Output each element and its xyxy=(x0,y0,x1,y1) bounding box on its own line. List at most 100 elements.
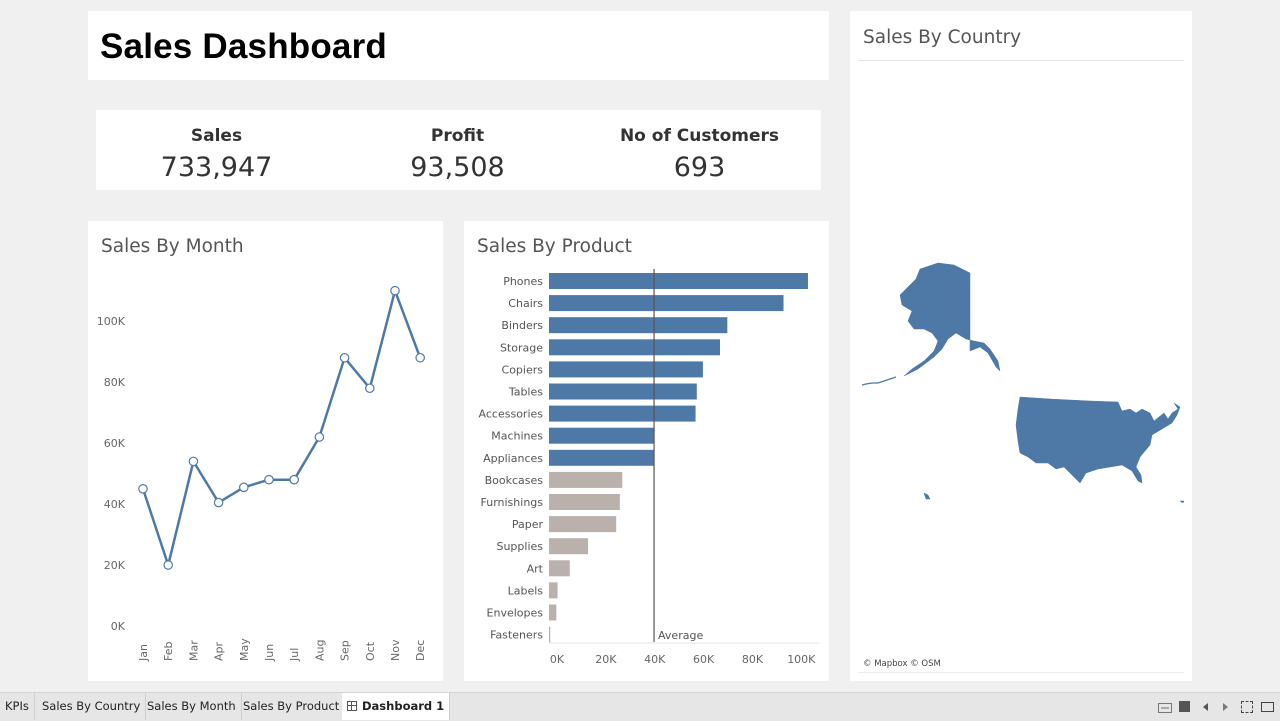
sheet-tab-bar: KPIs Sales By Country Sales By Month Sal… xyxy=(0,692,1280,721)
kpi-label: No of Customers xyxy=(619,126,780,146)
data-point[interactable] xyxy=(390,285,400,296)
data-point[interactable] xyxy=(364,383,375,394)
category-label: Art xyxy=(527,562,544,575)
tab-label: Dashboard 1 xyxy=(362,699,445,713)
bar[interactable] xyxy=(549,427,655,444)
x-tick-label: 60K xyxy=(693,653,715,666)
category-label: Furnishings xyxy=(481,496,544,509)
x-tick-label: May xyxy=(238,638,251,661)
data-point[interactable] xyxy=(188,456,199,467)
category-label: Copiers xyxy=(502,363,544,376)
bar[interactable] xyxy=(549,604,557,621)
category-label: Phones xyxy=(503,275,543,288)
x-tick-label: 0K xyxy=(550,653,565,666)
tab-kpis[interactable]: KPIs xyxy=(0,693,35,720)
country-map[interactable] xyxy=(850,11,1192,681)
tab-sales-by-month[interactable]: Sales By Month xyxy=(142,693,242,720)
y-tick-label: 20K xyxy=(104,559,126,572)
bar[interactable] xyxy=(549,516,617,533)
y-tick-label: 60K xyxy=(104,437,126,450)
bar[interactable] xyxy=(549,273,808,289)
x-tick-label: 80K xyxy=(742,653,764,666)
sales-by-product-panel: Phones Chairs Binders Storage Copiers Tables A… xyxy=(464,221,829,681)
sales-by-country-title: Sales By Country xyxy=(863,27,1022,48)
category-label: Accessories xyxy=(479,408,544,421)
data-point[interactable] xyxy=(138,484,148,494)
fullscreen-icon[interactable] xyxy=(1241,701,1253,713)
y-tick-label: 100K xyxy=(97,315,126,328)
bar[interactable] xyxy=(549,494,620,510)
bar[interactable] xyxy=(549,560,570,577)
next-icon[interactable] xyxy=(1223,703,1228,711)
sales-by-country-panel: Sales By Country © Mapbox © OSM xyxy=(850,11,1192,681)
tab-dashboard-1[interactable]: Dashboard 1 xyxy=(342,693,451,720)
filmstrip-icon[interactable] xyxy=(1158,703,1172,713)
data-point[interactable] xyxy=(339,352,350,363)
bar[interactable] xyxy=(549,361,703,378)
category-label: Machines xyxy=(491,430,543,443)
data-point[interactable] xyxy=(264,474,274,485)
data-point[interactable] xyxy=(163,560,173,570)
sales-by-month-panel: 0K 20K 40K 60K 80K 100K Jan Feb Mar Apr May Jun Jul A… xyxy=(88,221,443,681)
sales-by-month-chart[interactable]: 0K 20K 40K 60K 80K 100K Jan Feb Mar Apr May Jun Jul A… xyxy=(88,221,443,681)
y-tick-label: 40K xyxy=(104,498,126,511)
category-label: Chairs xyxy=(508,297,543,310)
bar[interactable] xyxy=(549,626,551,643)
kpi-sales[interactable]: Sales 733,947 xyxy=(96,110,337,190)
data-point[interactable] xyxy=(289,474,299,485)
presentation-icon[interactable] xyxy=(1261,702,1274,712)
bar[interactable] xyxy=(549,405,696,422)
tab-sales-by-product[interactable]: Sales By Product xyxy=(238,693,346,720)
map-region-hawaii xyxy=(923,492,931,500)
category-label: Appliances xyxy=(483,452,543,465)
x-tick-label: Apr xyxy=(213,641,226,661)
bar[interactable] xyxy=(549,339,721,356)
x-tick-label: Jan xyxy=(137,644,150,662)
category-label: Storage xyxy=(500,341,543,354)
map-region-united-states[interactable] xyxy=(1015,396,1181,484)
data-point[interactable] xyxy=(213,497,224,508)
data-point[interactable] xyxy=(415,352,425,363)
bar[interactable] xyxy=(549,471,623,488)
bar[interactable] xyxy=(549,449,655,466)
y-tick-label: 0K xyxy=(111,620,126,633)
dashboard-grid-icon xyxy=(347,701,357,711)
kpi-profit[interactable]: Profit 93,508 xyxy=(337,110,578,190)
map-region-alaska[interactable] xyxy=(899,262,1001,377)
page-title: Sales Dashboard xyxy=(100,27,387,66)
x-tick-label: 100K xyxy=(787,653,816,666)
bar[interactable] xyxy=(549,582,558,599)
category-label: Binders xyxy=(501,319,543,332)
sales-by-product-chart[interactable]: Phones Chairs Binders Storage Copiers Tables A… xyxy=(464,221,829,681)
tab-sales-by-country[interactable]: Sales By Country xyxy=(37,693,147,720)
category-label: Labels xyxy=(508,584,544,597)
kpi-label: Sales xyxy=(190,126,243,146)
x-tick-label: Jul xyxy=(288,648,301,662)
average-label: Average xyxy=(658,629,703,642)
kpi-value: 693 xyxy=(673,152,726,183)
bar[interactable] xyxy=(549,383,697,400)
data-point[interactable] xyxy=(314,432,325,442)
sales-line xyxy=(141,289,422,567)
kpi-value: 93,508 xyxy=(410,152,505,183)
x-tick-label: Sep xyxy=(339,640,352,661)
map-bottom-divider xyxy=(858,672,1184,673)
map-region-aleutian-islands xyxy=(861,376,897,386)
kpi-panel: Sales 733,947 Profit 93,508 No of Custom… xyxy=(96,110,821,190)
category-label: Paper xyxy=(512,518,544,531)
x-tick-label: Aug xyxy=(313,640,326,661)
category-label: Tables xyxy=(508,386,543,399)
bar[interactable] xyxy=(549,295,784,312)
title-divider xyxy=(858,60,1184,61)
x-tick-label: Dec xyxy=(414,640,427,661)
x-tick-label: Feb xyxy=(162,642,175,661)
previous-icon[interactable] xyxy=(1203,703,1208,711)
bar[interactable] xyxy=(549,538,589,555)
x-tick-label: Nov xyxy=(389,639,402,661)
square-icon[interactable] xyxy=(1179,701,1190,712)
bar[interactable] xyxy=(549,317,728,334)
data-point[interactable] xyxy=(239,482,249,493)
sales-by-product-title: Sales By Product xyxy=(477,236,632,257)
kpi-customers[interactable]: No of Customers 693 xyxy=(579,110,820,190)
tab-label: Sales By Country xyxy=(42,699,141,713)
